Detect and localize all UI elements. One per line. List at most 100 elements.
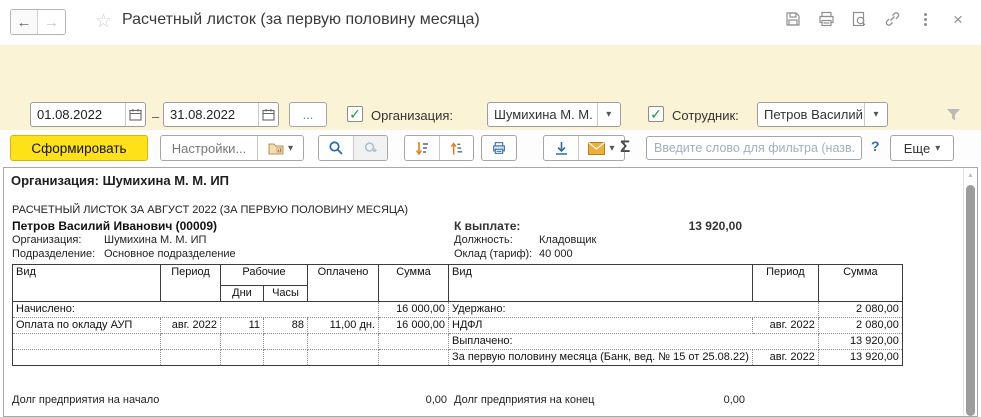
sort-ascending-icon[interactable]	[439, 136, 473, 160]
org-info-line: Организация: Шумихина М. М. ИП	[12, 234, 206, 246]
col-header-hours: Часы	[263, 285, 308, 302]
department-label: Подразделение:	[12, 248, 96, 260]
accrual-days: 11	[220, 317, 264, 334]
chevron-down-icon[interactable]: ▾	[596, 103, 620, 126]
position-label: Должность:	[454, 234, 513, 246]
organization-checkbox[interactable]: ✓	[347, 106, 363, 122]
print-report-icon[interactable]	[481, 135, 517, 161]
chevron-down-icon[interactable]: ▾	[864, 103, 887, 126]
employee-value: Петров Василий	[764, 107, 863, 122]
report-area: Организация: Шумихина М. М. ИП РАСЧЕТНЫЙ…	[3, 167, 978, 417]
withhold-period: авг. 2022	[751, 317, 819, 334]
org-info-value: Шумихина М. М. ИП	[104, 234, 207, 246]
period-picker-button[interactable]: ...	[289, 102, 327, 127]
organization-label: Организация:	[371, 108, 454, 123]
scroll-up-icon[interactable]: ▲	[967, 172, 974, 179]
export-button-group: ▾	[543, 135, 625, 161]
forward-button[interactable]: →	[38, 10, 65, 34]
search-button-group	[318, 135, 388, 161]
paid-out-total: 13 920,00	[817, 333, 903, 350]
generate-button[interactable]: Сформировать	[10, 135, 148, 161]
col-header-sum2: Сумма	[817, 264, 903, 302]
employee-combobox[interactable]: Петров Василий ▾	[757, 102, 888, 127]
col-header-days: Дни	[220, 285, 264, 302]
accrued-total: 16 000,00	[378, 301, 449, 318]
back-button[interactable]: ←	[11, 10, 38, 34]
more-button[interactable]: Еще ▾	[890, 135, 954, 161]
send-email-button[interactable]: ▾	[578, 136, 624, 160]
favorite-star-icon[interactable]: ☆	[95, 11, 113, 32]
quick-filter-input[interactable]	[646, 136, 862, 160]
date-from-input[interactable]	[31, 103, 126, 126]
cancel-search-icon[interactable]	[353, 136, 387, 160]
more-menu-icon[interactable]	[916, 10, 934, 28]
position-value: Кладовщик	[539, 234, 597, 246]
payment-sum: 13 920,00	[817, 349, 903, 366]
search-icon[interactable]	[319, 136, 353, 160]
debt-start-value: 0,00	[425, 394, 447, 406]
department-value: Основное подразделение	[104, 248, 236, 260]
date-from-field	[30, 102, 146, 127]
date-to-input[interactable]	[164, 103, 259, 126]
organization-combobox[interactable]: Шумихина М. М. ▾	[487, 102, 621, 127]
table-row-payment: За первую половину месяца (Банк, вед. № …	[12, 349, 903, 366]
report-group-header[interactable]: Организация: Шумихина М. М. ИП	[11, 173, 230, 188]
col-header-kind: Вид	[12, 264, 161, 302]
vertical-scrollbar[interactable]: ▲	[963, 168, 977, 416]
debt-start-label: Долг предприятия на начало	[12, 394, 160, 406]
more-button-label: Еще	[903, 140, 931, 156]
col-header-period: Период	[160, 264, 221, 302]
envelope-icon	[588, 141, 606, 155]
col-header-kind2: Вид	[448, 264, 753, 302]
employee-checkbox[interactable]: ✓	[648, 106, 664, 122]
report-variants-button[interactable]: ▾	[257, 136, 303, 160]
get-link-icon[interactable]	[883, 10, 901, 28]
save-file-icon[interactable]	[544, 136, 578, 160]
sum-sigma-button[interactable]: Σ	[620, 137, 631, 156]
page-title: Расчетный листок (за первую половину мес…	[122, 11, 480, 28]
accrual-period: авг. 2022	[160, 317, 221, 334]
col-header-working: Рабочие	[220, 264, 308, 286]
settings-button[interactable]: Настройки...	[161, 136, 257, 160]
organization-value: Шумихина М. М.	[494, 107, 593, 122]
payslip-table: Вид Период Рабочие Оплачено Сумма Вид Пе…	[12, 264, 903, 366]
org-info-label: Организация:	[12, 234, 82, 246]
to-pay-value: 13 920,00	[688, 219, 742, 233]
salary-info-line: Оклад (тариф): 40 000	[454, 248, 573, 260]
withheld-label: Удержано:	[448, 301, 819, 318]
sort-descending-icon[interactable]	[405, 136, 439, 160]
date-to-field	[163, 102, 279, 127]
debt-end-label: Долг предприятия на конец	[454, 394, 595, 406]
position-info-line: Должность: Кладовщик	[454, 234, 596, 246]
filter-funnel-icon[interactable]	[946, 108, 961, 122]
table-row-totals-1: Начислено: 16 000,00 Удержано: 2 080,00	[12, 301, 903, 318]
debt-end-value: 0,00	[723, 394, 745, 406]
accrued-label: Начислено:	[12, 301, 379, 318]
sort-button-group	[404, 135, 474, 161]
accrual-paid: 11,00 дн.	[307, 317, 379, 334]
close-icon[interactable]: ×	[953, 9, 963, 29]
date-range-dash: –	[152, 109, 160, 124]
withhold-sum: 2 080,00	[817, 317, 903, 334]
nav-button-group: ← →	[10, 9, 66, 35]
col-header-paid: Оплачено	[307, 264, 379, 302]
scrollbar-thumb[interactable]	[966, 185, 975, 416]
report-variant-folder-icon	[268, 143, 284, 155]
salary-label: Оклад (тариф):	[454, 248, 533, 260]
print-icon[interactable]	[817, 10, 835, 28]
filter-panel: – ... ✓ Организация: Шумихина М. М. ▾ ✓ …	[0, 45, 981, 166]
preview-icon[interactable]	[850, 10, 868, 28]
to-pay-label: К выплате:	[454, 219, 521, 233]
chevron-down-icon: ▾	[609, 142, 615, 154]
calendar-icon[interactable]	[125, 103, 145, 126]
accrual-kind: Оплата по окладу АУП	[12, 317, 161, 334]
save-icon[interactable]	[784, 10, 802, 28]
withhold-kind: НДФЛ	[448, 317, 753, 334]
debt-summary-row: Долг предприятия на начало 0,00 Долг пре…	[12, 394, 747, 406]
help-icon[interactable]: ?	[871, 138, 880, 154]
employee-name: Петров Василий Иванович (00009)	[12, 219, 218, 233]
withheld-total: 2 080,00	[817, 301, 903, 318]
table-row-accrual: Оплата по окладу АУП авг. 2022 11 88 11,…	[12, 317, 903, 334]
calendar-icon[interactable]	[258, 103, 278, 126]
department-info-line: Подразделение: Основное подразделение	[12, 248, 236, 260]
